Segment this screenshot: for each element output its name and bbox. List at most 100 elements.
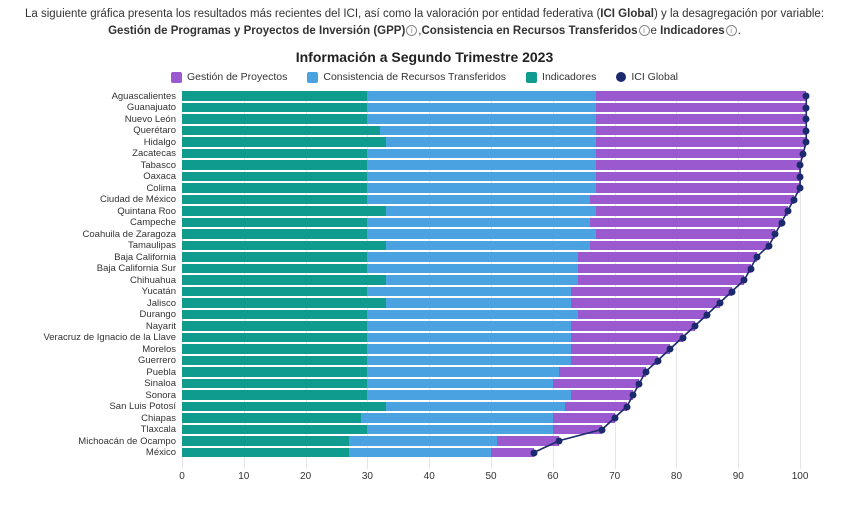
bar-segment-indicadores[interactable] xyxy=(182,218,367,228)
info-icon[interactable]: i xyxy=(406,25,417,36)
global-marker[interactable] xyxy=(642,369,649,376)
bar-segment-consistencia[interactable] xyxy=(367,218,590,228)
bar-segment-gestion[interactable] xyxy=(571,344,670,354)
bar-segment-consistencia[interactable] xyxy=(386,298,571,308)
bar-segment-indicadores[interactable] xyxy=(182,333,367,343)
bar-segment-gestion[interactable] xyxy=(596,137,806,147)
bar-segment-gestion[interactable] xyxy=(497,436,559,446)
bar-segment-indicadores[interactable] xyxy=(182,287,367,297)
info-icon[interactable]: i xyxy=(639,25,650,36)
bar-segment-gestion[interactable] xyxy=(578,252,757,262)
bar-segment-consistencia[interactable] xyxy=(367,379,552,389)
bar-segment-consistencia[interactable] xyxy=(367,425,552,435)
global-marker[interactable] xyxy=(624,403,631,410)
info-icon[interactable]: i xyxy=(726,25,737,36)
bar-segment-indicadores[interactable] xyxy=(182,321,367,331)
bar-segment-consistencia[interactable] xyxy=(367,333,571,343)
bar-segment-indicadores[interactable] xyxy=(182,149,367,159)
bar-segment-gestion[interactable] xyxy=(559,367,646,377)
global-marker[interactable] xyxy=(747,265,754,272)
global-marker[interactable] xyxy=(797,173,804,180)
bar-segment-consistencia[interactable] xyxy=(367,264,577,274)
bar-segment-indicadores[interactable] xyxy=(182,252,367,262)
global-marker[interactable] xyxy=(797,185,804,192)
bar-segment-consistencia[interactable] xyxy=(367,252,577,262)
bar-segment-indicadores[interactable] xyxy=(182,264,367,274)
bar-segment-indicadores[interactable] xyxy=(182,402,386,412)
bar-segment-gestion[interactable] xyxy=(578,310,708,320)
bar-segment-gestion[interactable] xyxy=(571,287,732,297)
legend-item[interactable]: ICI Global xyxy=(616,71,678,83)
bar-segment-gestion[interactable] xyxy=(590,195,794,205)
bar-segment-gestion[interactable] xyxy=(596,206,788,216)
global-marker[interactable] xyxy=(679,334,686,341)
bar-segment-indicadores[interactable] xyxy=(182,298,386,308)
bar-segment-gestion[interactable] xyxy=(571,390,633,400)
bar-segment-indicadores[interactable] xyxy=(182,275,386,285)
bar-segment-consistencia[interactable] xyxy=(380,126,596,136)
bar-segment-gestion[interactable] xyxy=(571,333,682,343)
bar-segment-indicadores[interactable] xyxy=(182,390,367,400)
bar-segment-indicadores[interactable] xyxy=(182,183,367,193)
bar-segment-indicadores[interactable] xyxy=(182,114,367,124)
legend-item[interactable]: Indicadores xyxy=(526,71,596,83)
bar-segment-indicadores[interactable] xyxy=(182,137,386,147)
bar-segment-gestion[interactable] xyxy=(578,275,745,285)
bar-segment-indicadores[interactable] xyxy=(182,413,361,423)
bar-segment-consistencia[interactable] xyxy=(367,321,571,331)
global-marker[interactable] xyxy=(692,323,699,330)
bar-segment-consistencia[interactable] xyxy=(367,344,571,354)
bar-segment-consistencia[interactable] xyxy=(367,195,590,205)
bar-segment-indicadores[interactable] xyxy=(182,91,367,101)
global-marker[interactable] xyxy=(654,357,661,364)
global-marker[interactable] xyxy=(531,449,538,456)
global-marker[interactable] xyxy=(803,139,810,146)
global-marker[interactable] xyxy=(630,392,637,399)
bar-segment-gestion[interactable] xyxy=(596,114,806,124)
bar-segment-indicadores[interactable] xyxy=(182,126,380,136)
bar-segment-gestion[interactable] xyxy=(553,413,615,423)
global-marker[interactable] xyxy=(599,426,606,433)
legend-item[interactable]: Consistencia de Recursos Transferidos xyxy=(307,71,506,83)
bar-segment-gestion[interactable] xyxy=(571,356,658,366)
bar-segment-indicadores[interactable] xyxy=(182,206,386,216)
legend-item[interactable]: Gestión de Proyectos xyxy=(171,71,287,83)
bar-segment-consistencia[interactable] xyxy=(386,206,596,216)
bar-segment-consistencia[interactable] xyxy=(367,160,596,170)
bar-segment-consistencia[interactable] xyxy=(367,229,596,239)
bar-segment-gestion[interactable] xyxy=(491,448,534,458)
bar-segment-gestion[interactable] xyxy=(596,126,806,136)
bar-segment-indicadores[interactable] xyxy=(182,425,367,435)
bar-segment-indicadores[interactable] xyxy=(182,448,349,458)
bar-segment-consistencia[interactable] xyxy=(367,367,559,377)
global-marker[interactable] xyxy=(704,311,711,318)
bar-segment-gestion[interactable] xyxy=(578,264,751,274)
bar-segment-indicadores[interactable] xyxy=(182,436,349,446)
bar-segment-consistencia[interactable] xyxy=(367,149,596,159)
global-marker[interactable] xyxy=(772,231,779,238)
bar-segment-indicadores[interactable] xyxy=(182,195,367,205)
bar-segment-indicadores[interactable] xyxy=(182,241,386,251)
bar-segment-gestion[interactable] xyxy=(596,172,800,182)
bar-segment-gestion[interactable] xyxy=(553,425,602,435)
global-marker[interactable] xyxy=(784,208,791,215)
bar-segment-gestion[interactable] xyxy=(596,229,775,239)
bar-segment-consistencia[interactable] xyxy=(361,413,553,423)
bar-segment-gestion[interactable] xyxy=(596,103,806,113)
bar-segment-consistencia[interactable] xyxy=(386,275,578,285)
bar-segment-consistencia[interactable] xyxy=(367,91,596,101)
global-marker[interactable] xyxy=(729,288,736,295)
bar-segment-consistencia[interactable] xyxy=(367,287,571,297)
bar-segment-gestion[interactable] xyxy=(571,321,695,331)
bar-segment-indicadores[interactable] xyxy=(182,160,367,170)
bar-segment-consistencia[interactable] xyxy=(386,241,590,251)
global-marker[interactable] xyxy=(556,438,563,445)
bar-segment-indicadores[interactable] xyxy=(182,356,367,366)
bar-segment-gestion[interactable] xyxy=(553,379,640,389)
bar-segment-indicadores[interactable] xyxy=(182,103,367,113)
global-marker[interactable] xyxy=(716,300,723,307)
bar-segment-indicadores[interactable] xyxy=(182,310,367,320)
global-marker[interactable] xyxy=(803,93,810,100)
bar-segment-consistencia[interactable] xyxy=(349,448,491,458)
global-marker[interactable] xyxy=(667,346,674,353)
